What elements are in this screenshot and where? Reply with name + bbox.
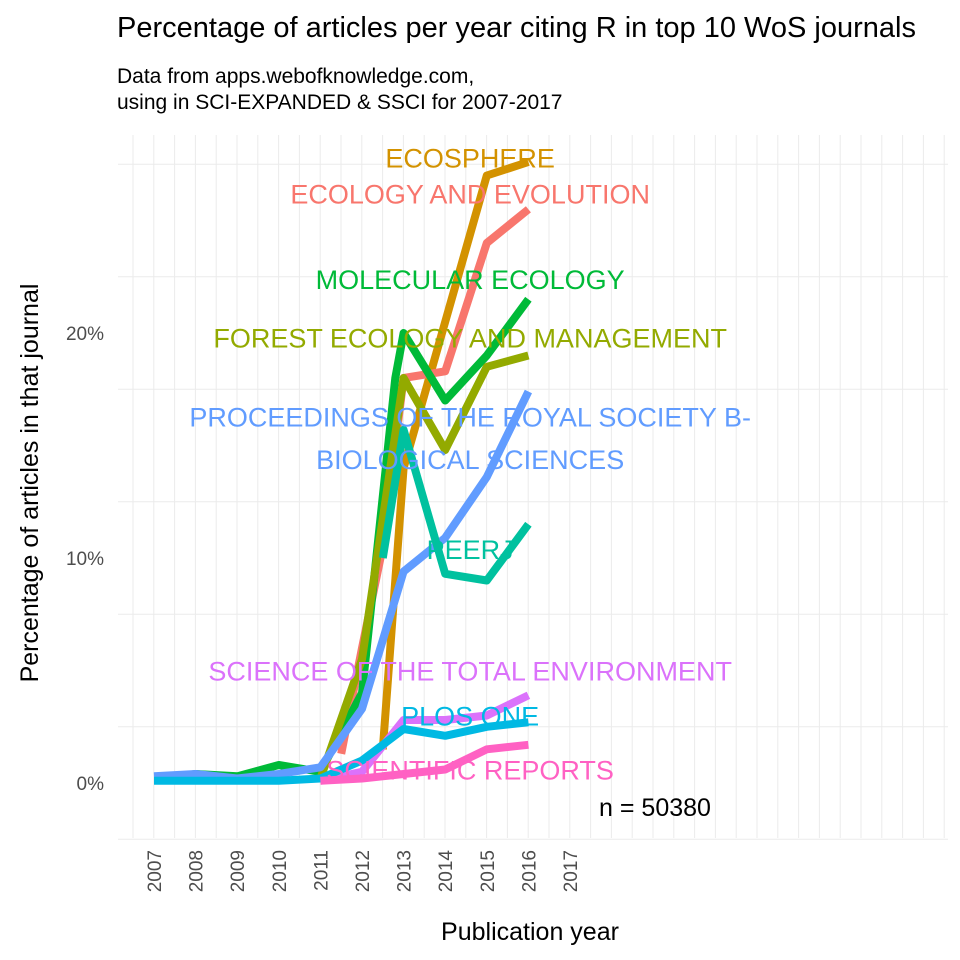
series-label: MOLECULAR ECOLOGY [316, 265, 625, 295]
series-line [153, 389, 532, 783]
series-label-line-2: BIOLOGICAL SCIENCES [316, 445, 624, 475]
x-tick-label: 2014 [436, 850, 457, 893]
chart-subtitle: Data from apps.webofknowledge.com, using… [117, 64, 562, 116]
series-label: PEERJ [427, 535, 514, 565]
chart-title: Percentage of articles per year citing R… [117, 12, 916, 44]
sample-size-annotation: n = 50380 [599, 794, 711, 822]
y-axis-label: Percentage of articles in that journal [16, 284, 44, 683]
x-tick-label: 2009 [228, 850, 249, 892]
series-lines [153, 158, 532, 785]
series-line [378, 158, 530, 750]
series-line [320, 740, 529, 785]
x-tick-label: 2015 [478, 850, 499, 892]
gridlines [118, 135, 948, 840]
series-line [378, 425, 532, 585]
series-label: PROCEEDINGS OF THE ROYAL SOCIETY B- [189, 402, 751, 432]
x-tick-label: 2007 [145, 850, 166, 892]
x-tick-label: 2013 [395, 850, 416, 892]
series-line [316, 351, 530, 780]
x-tick-label: 2017 [561, 850, 582, 892]
x-tick-label: 2016 [519, 850, 540, 892]
y-tick-label: 0% [77, 774, 105, 795]
x-axis-label: Publication year [441, 918, 619, 946]
axes: 0% 10% 20% 2007 2008 2009 2010 2011 2012 2013 2014… [66, 324, 582, 892]
y-tick-label: 20% [66, 324, 104, 345]
y-tick-label: 10% [66, 549, 104, 570]
series-line [319, 691, 531, 785]
x-tick-label: 2012 [353, 850, 374, 892]
series-label: ECOLOGY AND EVOLUTION [290, 180, 650, 210]
series-line [154, 718, 529, 785]
series-label: FOREST ECOLOGY AND MANAGEMENT [213, 324, 727, 354]
series-label: SCIENCE OF THE TOTAL ENVIRONMENT [208, 657, 732, 687]
x-tick-label: 2010 [270, 850, 291, 892]
subtitle-line-2: using in SCI-EXPANDED & SSCI for 2007-20… [117, 91, 563, 114]
series-label: ECOSPHERE [385, 144, 555, 174]
x-tick-label: 2011 [311, 850, 332, 891]
series-label: SCIENTIFIC REPORTS [326, 756, 614, 786]
x-tick-label: 2008 [187, 850, 208, 892]
series-label: PLOS ONE [401, 702, 539, 732]
series-labels: ECOSPHERE ECOLOGY AND EVOLUTION MOLECULAR … [189, 144, 751, 786]
subtitle-line-1: Data from apps.webofknowledge.com, [117, 65, 475, 88]
